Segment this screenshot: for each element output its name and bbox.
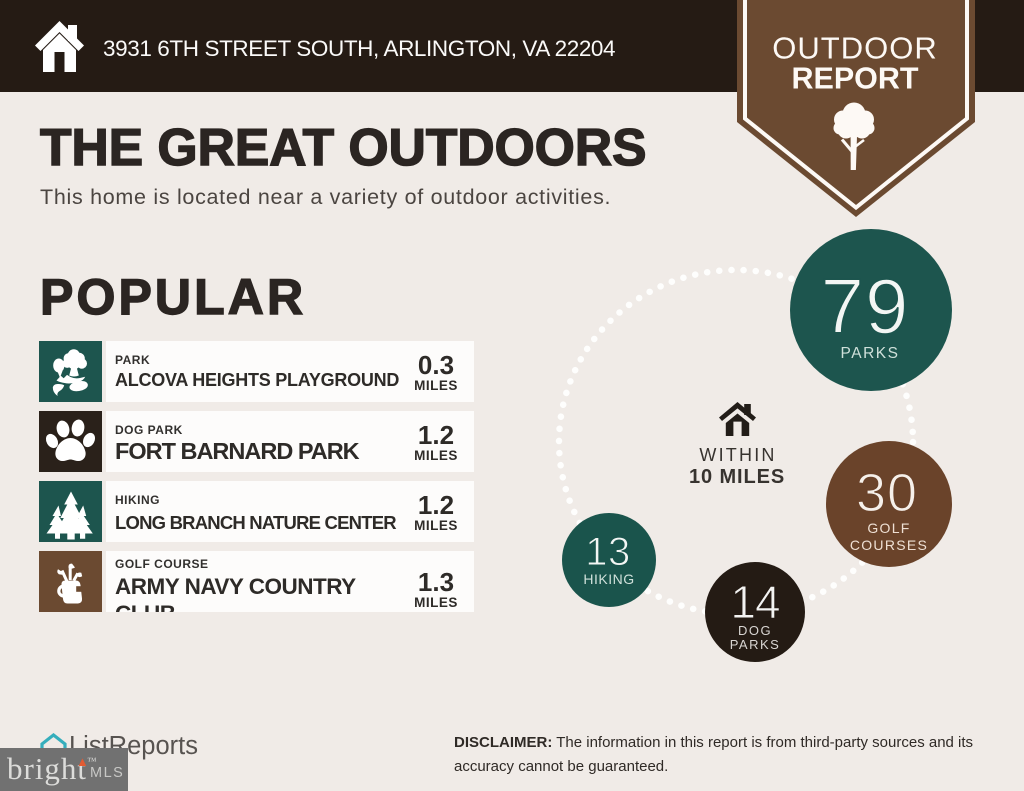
svg-text:OUTDOOR: OUTDOOR — [772, 30, 937, 65]
svg-text:REPORT: REPORT — [791, 62, 918, 96]
